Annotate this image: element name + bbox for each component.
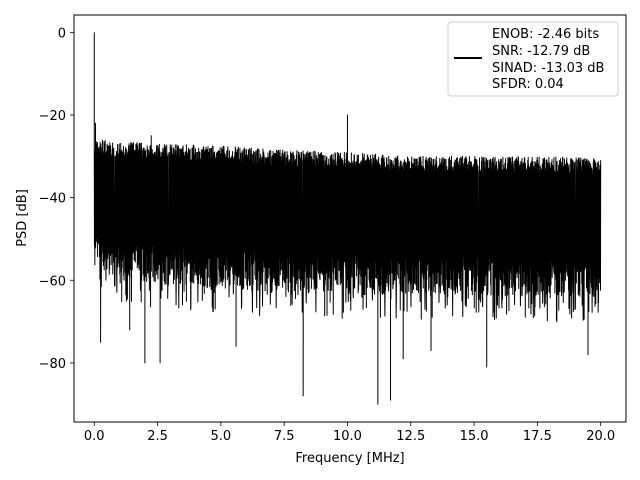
legend-sfdr: SFDR: 0.04 — [492, 77, 564, 92]
y-tick-label: 0 — [58, 26, 66, 41]
x-tick-label: 20.0 — [586, 429, 615, 444]
x-axis-ticks: 0.0 2.5 5.0 7.5 10.0 12.5 15.0 17.5 20.0 — [84, 422, 615, 444]
x-tick-label: 0.0 — [84, 429, 105, 444]
legend-enob: ENOB: -2.46 bits — [492, 27, 599, 42]
x-axis-label: Frequency [MHz] — [295, 451, 404, 466]
y-tick-label: −20 — [39, 109, 66, 124]
y-axis-ticks: 0 −20 −40 −60 −80 — [39, 26, 74, 372]
x-tick-label: 17.5 — [523, 429, 552, 444]
legend-snr: SNR: -12.79 dB — [492, 44, 590, 59]
legend-sinad: SINAD: -13.03 dB — [492, 61, 604, 76]
x-tick-label: 5.0 — [211, 429, 232, 444]
y-tick-label: −60 — [39, 274, 66, 289]
y-axis-label: PSD [dB] — [15, 189, 30, 247]
y-tick-label: −40 — [39, 192, 66, 207]
x-tick-label: 12.5 — [396, 429, 425, 444]
legend-box — [447, 21, 619, 97]
x-tick-label: 15.0 — [460, 429, 489, 444]
x-tick-label: 2.5 — [147, 429, 168, 444]
plot-frame — [73, 14, 627, 423]
legend: ENOB: -2.46 bits SNR: -12.79 dB SINAD: -… — [447, 21, 619, 97]
psd-series-line — [93, 32, 602, 405]
y-tick-label: −80 — [39, 357, 66, 372]
x-tick-label: 7.5 — [274, 429, 295, 444]
x-tick-label: 10.0 — [333, 429, 362, 444]
